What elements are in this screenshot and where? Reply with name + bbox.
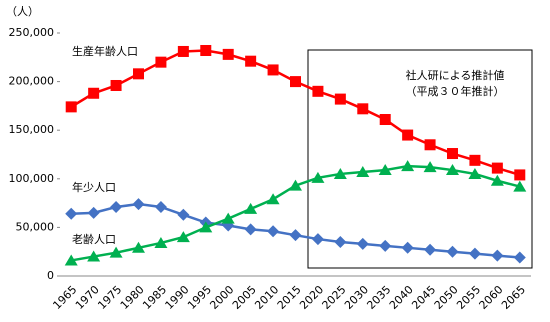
x-tick-label: 2065 xyxy=(499,283,528,312)
marker xyxy=(64,254,78,266)
marker xyxy=(402,129,414,141)
marker xyxy=(65,101,77,113)
x-tick-label: 2025 xyxy=(320,283,349,312)
marker xyxy=(513,251,526,264)
forecast-box xyxy=(307,49,533,269)
marker xyxy=(468,167,482,179)
marker xyxy=(311,171,325,183)
x-tick-label: 2005 xyxy=(230,283,259,312)
x-tick-label: 2015 xyxy=(275,283,304,312)
marker xyxy=(87,206,100,219)
x-tick-label: 1990 xyxy=(163,283,192,312)
marker xyxy=(221,212,235,224)
x-tick-label: 2035 xyxy=(364,283,393,312)
marker xyxy=(87,250,101,262)
marker xyxy=(334,235,347,248)
marker xyxy=(446,245,459,258)
marker xyxy=(514,169,526,181)
marker xyxy=(110,200,123,213)
x-tick-label: 2020 xyxy=(297,283,326,312)
marker xyxy=(177,45,189,57)
annotation: （平成３０年推計） xyxy=(406,84,505,98)
marker xyxy=(379,239,392,252)
marker xyxy=(267,225,280,238)
marker xyxy=(333,167,347,179)
marker xyxy=(289,229,302,242)
marker xyxy=(290,76,301,88)
marker xyxy=(245,55,257,67)
marker xyxy=(222,48,234,60)
x-tick-label: 2050 xyxy=(432,283,461,312)
marker xyxy=(401,160,415,172)
x-tick-label: 2060 xyxy=(477,283,506,312)
x-tick-label: 2000 xyxy=(207,283,236,312)
marker xyxy=(65,207,78,220)
marker xyxy=(110,79,122,91)
marker xyxy=(357,103,369,115)
marker xyxy=(154,236,168,248)
x-tick-label: 2010 xyxy=(252,283,281,312)
marker xyxy=(401,241,414,254)
y-tick-label: 200,000 xyxy=(9,75,55,88)
x-tick-label: 2045 xyxy=(409,283,438,312)
marker xyxy=(109,246,123,258)
series-label: 年少人口 xyxy=(72,180,116,194)
marker xyxy=(88,87,100,99)
marker xyxy=(311,233,324,246)
marker xyxy=(267,64,279,76)
marker xyxy=(490,174,504,186)
marker xyxy=(491,162,503,174)
y-tick-label: 50,000 xyxy=(16,220,55,233)
x-tick-label: 1965 xyxy=(50,283,79,312)
y-tick-label: 100,000 xyxy=(9,172,55,185)
marker xyxy=(469,154,481,166)
y-tick-label: 250,000 xyxy=(9,26,55,39)
marker xyxy=(289,179,302,191)
marker xyxy=(155,56,167,68)
y-tick-label: 0 xyxy=(47,269,54,282)
x-tick-label: 1985 xyxy=(140,283,169,312)
marker xyxy=(378,164,392,176)
y-tick-label: 150,000 xyxy=(9,123,55,136)
marker xyxy=(424,243,437,256)
y-axis-unit: （人） xyxy=(6,5,39,18)
x-tick-label: 1995 xyxy=(185,283,214,312)
x-tick-label: 1970 xyxy=(73,283,102,312)
marker xyxy=(266,193,280,205)
marker xyxy=(200,44,212,56)
x-tick-label: 1975 xyxy=(95,283,124,312)
marker xyxy=(468,247,481,260)
x-tick-label: 2040 xyxy=(387,283,416,312)
annotation: 社人研による推計値 xyxy=(406,68,505,82)
marker xyxy=(244,202,258,214)
marker xyxy=(356,237,369,250)
marker xyxy=(424,139,436,151)
marker xyxy=(133,68,144,80)
marker xyxy=(176,231,190,243)
marker xyxy=(513,180,527,192)
marker xyxy=(199,221,213,233)
marker xyxy=(423,161,437,173)
marker xyxy=(177,208,190,221)
series-label: 老齢人口 xyxy=(72,232,116,246)
x-tick-label: 1980 xyxy=(118,283,147,312)
marker xyxy=(446,164,459,176)
marker xyxy=(379,114,391,126)
marker xyxy=(244,223,257,236)
marker xyxy=(132,198,145,211)
marker xyxy=(312,85,324,97)
x-tick-label: 2055 xyxy=(454,283,483,312)
marker xyxy=(154,200,167,213)
marker xyxy=(334,93,346,105)
marker xyxy=(356,165,370,177)
series-label: 生産年齢人口 xyxy=(72,44,138,58)
marker xyxy=(491,249,504,262)
marker xyxy=(132,241,145,253)
x-tick-label: 2030 xyxy=(342,283,371,312)
marker xyxy=(447,148,458,160)
